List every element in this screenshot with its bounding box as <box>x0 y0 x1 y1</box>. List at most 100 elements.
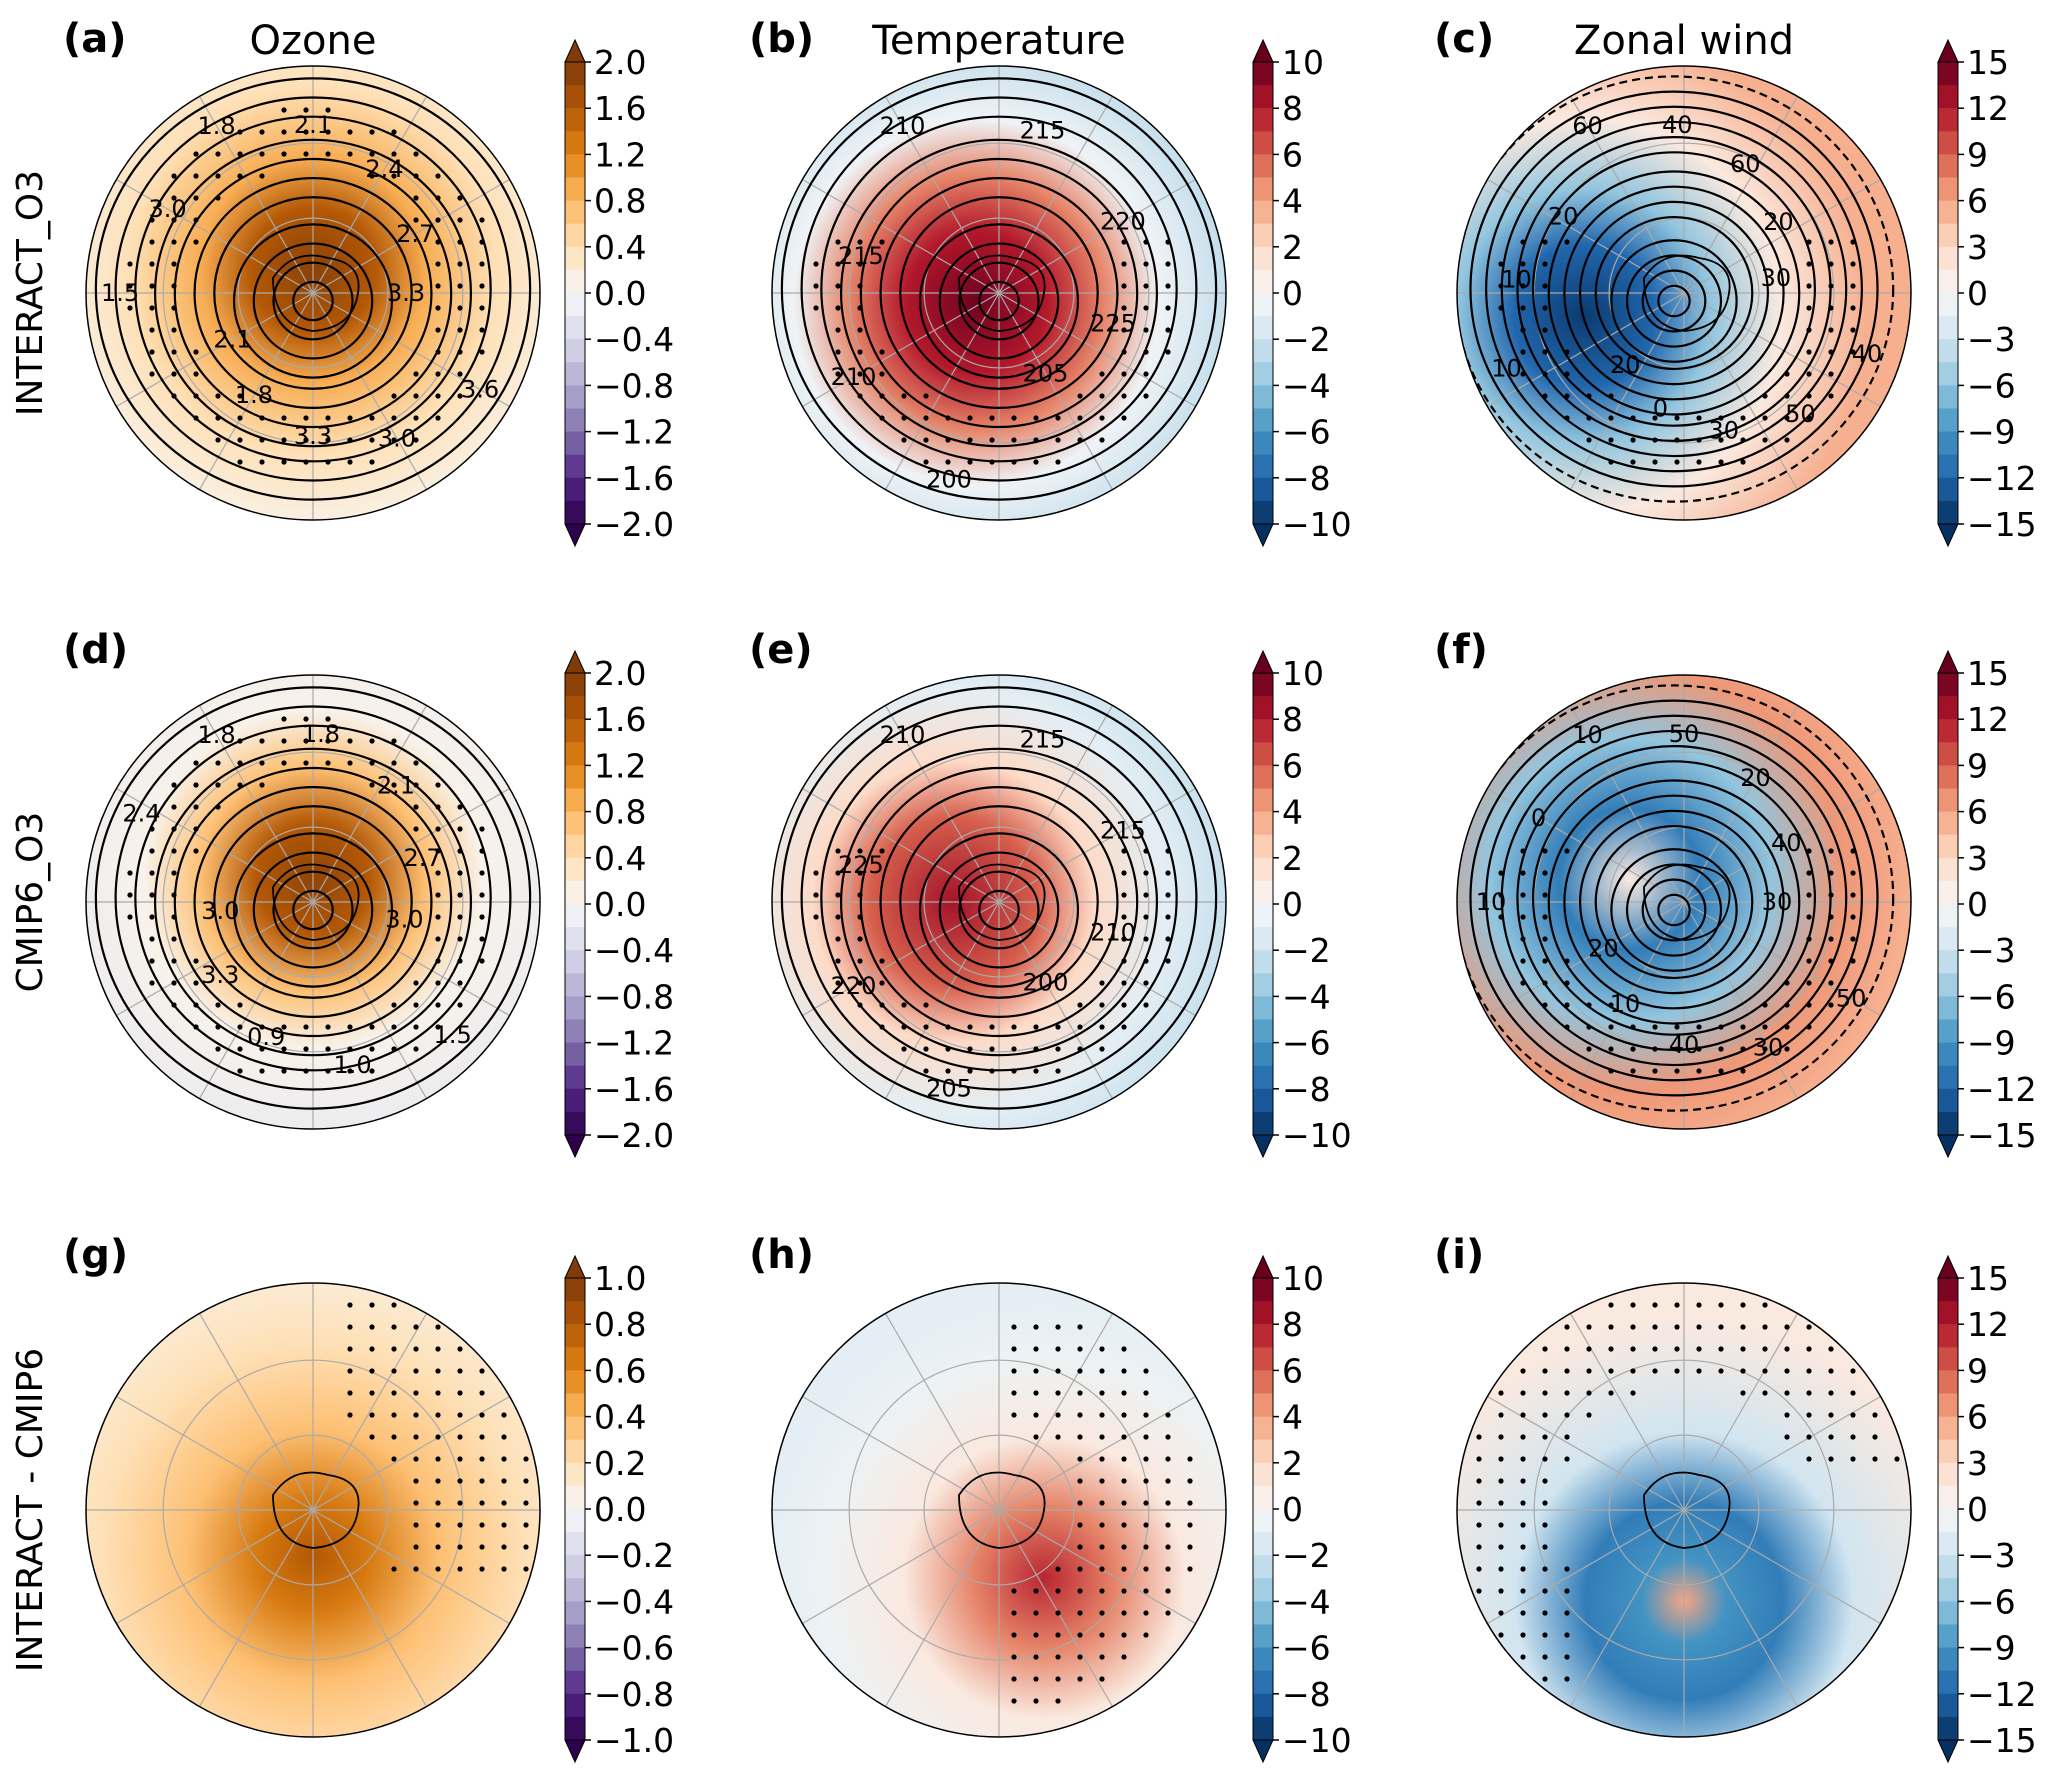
significance-dot <box>413 804 419 810</box>
contour-label: 215 <box>1100 816 1146 844</box>
colorbar-segment <box>565 1532 585 1556</box>
colorbar-tick-label: 6 <box>1282 1351 1303 1390</box>
colorbar-tick-label: 10 <box>1282 654 1324 693</box>
colorbar-segment <box>1938 500 1958 525</box>
significance-dot <box>1498 1522 1504 1528</box>
significance-dot <box>1762 1024 1768 1030</box>
significance-dot <box>347 415 353 421</box>
significance-dot <box>1143 371 1149 377</box>
significance-dot <box>1077 1346 1083 1352</box>
significance-dot <box>413 1500 419 1506</box>
significance-dot <box>1121 892 1127 898</box>
significance-dot <box>1806 914 1812 920</box>
significance-dot <box>1099 1544 1105 1550</box>
significance-dot <box>127 283 133 289</box>
colorbar-tick-label: 9 <box>1967 1351 1988 1390</box>
significance-dot <box>413 1324 419 1330</box>
significance-dot <box>1696 1346 1702 1352</box>
significance-dot <box>879 848 885 854</box>
meridian-line <box>1683 178 1881 294</box>
significance-dot <box>1828 914 1834 920</box>
significance-dot <box>391 760 397 766</box>
significance-dot <box>149 892 155 898</box>
significance-dot <box>857 283 863 289</box>
significance-dot <box>1564 1412 1570 1418</box>
colorbar-segment <box>1253 1439 1273 1464</box>
meridian-line <box>1683 1509 1881 1625</box>
significance-dot <box>457 1002 463 1008</box>
colorbar-segment <box>565 200 585 225</box>
significance-dot <box>347 738 353 744</box>
contour-line <box>1547 170 1801 416</box>
significance-dot <box>1608 1002 1614 1008</box>
significance-dot <box>1564 1676 1570 1682</box>
significance-dot <box>901 1024 907 1030</box>
colorbar-segment <box>1938 62 1958 86</box>
significance-dot <box>457 1434 463 1440</box>
colorbar-tick-label: 4 <box>1282 182 1303 221</box>
significance-dot <box>1828 1346 1834 1352</box>
significance-dot <box>1674 1368 1680 1374</box>
colorbar-tick-label: 0.0 <box>594 885 646 924</box>
significance-dot <box>1630 1390 1636 1396</box>
colorbar-segment <box>1253 108 1273 132</box>
significance-dot <box>1011 1698 1017 1704</box>
contour-label: 0.9 <box>247 1023 285 1051</box>
contour-line <box>1457 75 1895 503</box>
colorbar-segment <box>1938 1065 1958 1090</box>
significance-dot <box>501 1544 507 1550</box>
contour-line <box>292 280 334 322</box>
colorbar-segment <box>1253 500 1273 525</box>
significance-dot <box>1696 1068 1702 1074</box>
significance-dot <box>1476 1544 1482 1550</box>
significance-dot <box>989 1046 995 1052</box>
significance-dot <box>1542 1412 1548 1418</box>
significance-dot <box>1143 305 1149 311</box>
significance-dot <box>945 1024 951 1030</box>
significance-dot <box>1630 1024 1636 1030</box>
significance-dot <box>347 1024 353 1030</box>
contour-label: 10 <box>1572 721 1603 749</box>
panel-e: (e)210 2152152102002052202251086420−2−4−6… <box>749 627 1352 1159</box>
significance-dot <box>1165 958 1171 964</box>
map-area <box>772 1283 1226 1737</box>
significance-dot <box>479 327 485 333</box>
significance-dot <box>259 738 265 744</box>
contour-line <box>153 138 473 448</box>
significance-dot <box>879 1024 885 1030</box>
contour-label: 3.3 <box>387 279 425 307</box>
significance-dot <box>413 826 419 832</box>
colorbar-segment <box>565 857 585 882</box>
contour-line <box>134 724 492 1072</box>
significance-dot <box>435 305 441 311</box>
significance-dot <box>1652 437 1658 443</box>
significance-dot <box>1828 1412 1834 1418</box>
colorbar-segment <box>1253 1019 1273 1044</box>
significance-dot <box>215 173 221 179</box>
colorbar-segment <box>565 834 585 859</box>
significance-dot <box>237 415 243 421</box>
significance-dot <box>1099 1522 1105 1528</box>
map-boundary <box>1456 1282 1912 1738</box>
colorbar-segment <box>565 1278 585 1302</box>
colorbar-segment <box>565 1462 585 1487</box>
significance-dot <box>413 371 419 377</box>
significance-dot <box>1564 1654 1570 1660</box>
significance-dot <box>1850 327 1856 333</box>
colorbar-tick-label: 6 <box>1967 1398 1988 1437</box>
panel-a: (a)1.8 2.12.42.73.33.63.03.31.82.11.53.02… <box>63 16 674 548</box>
colorbar-segment <box>1253 477 1273 502</box>
significance-dot <box>1784 437 1790 443</box>
significance-dot <box>1099 1566 1105 1572</box>
significance-dot <box>1121 980 1127 986</box>
significance-dot <box>369 1302 375 1308</box>
colorbar-segment <box>1938 719 1958 743</box>
colorbar-segment <box>565 1647 585 1672</box>
significance-dot <box>1055 1024 1061 1030</box>
colorbar-segment <box>1253 131 1273 155</box>
colorbar-segment <box>1938 385 1958 409</box>
significance-dot <box>171 173 177 179</box>
colorbar-tick-label: −2 <box>1282 1536 1331 1575</box>
significance-dot <box>1520 980 1526 986</box>
significance-dot <box>1762 1046 1768 1052</box>
